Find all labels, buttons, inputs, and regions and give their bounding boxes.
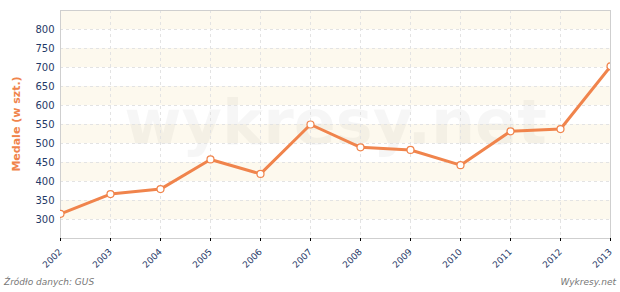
svg-text:2013: 2013	[591, 247, 614, 270]
svg-text:700: 700	[35, 62, 54, 73]
svg-text:2006: 2006	[241, 247, 264, 270]
svg-text:400: 400	[35, 176, 54, 187]
svg-text:750: 750	[35, 43, 54, 54]
svg-text:wykresy.net: wykresy.net	[124, 86, 547, 160]
html-text:Wykresy.net: Wykresy.net	[560, 277, 616, 287]
svg-text:2011: 2011	[491, 247, 514, 270]
svg-text:350: 350	[35, 195, 54, 206]
svg-text:450: 450	[35, 157, 54, 168]
svg-text:Medale (w szt.): Medale (w szt.)	[10, 76, 23, 171]
svg-text:2007: 2007	[291, 247, 314, 270]
svg-text:500: 500	[35, 138, 54, 149]
svg-text:2002: 2002	[41, 247, 64, 270]
svg-text:2008: 2008	[341, 247, 364, 270]
html-text:Źródło danych: GUS: Źródło danych: GUS	[4, 277, 95, 287]
svg-text:2004: 2004	[141, 247, 164, 270]
svg-text:2010: 2010	[441, 247, 464, 270]
svg-text:600: 600	[35, 100, 54, 111]
svg-text:650: 650	[35, 81, 54, 92]
svg-text:2005: 2005	[191, 247, 214, 270]
svg-text:550: 550	[35, 119, 54, 130]
svg-text:300: 300	[35, 214, 54, 225]
svg-text:2009: 2009	[391, 247, 414, 270]
svg-text:800: 800	[35, 24, 54, 35]
svg-text:2012: 2012	[541, 247, 564, 270]
svg-text:2003: 2003	[91, 247, 114, 270]
